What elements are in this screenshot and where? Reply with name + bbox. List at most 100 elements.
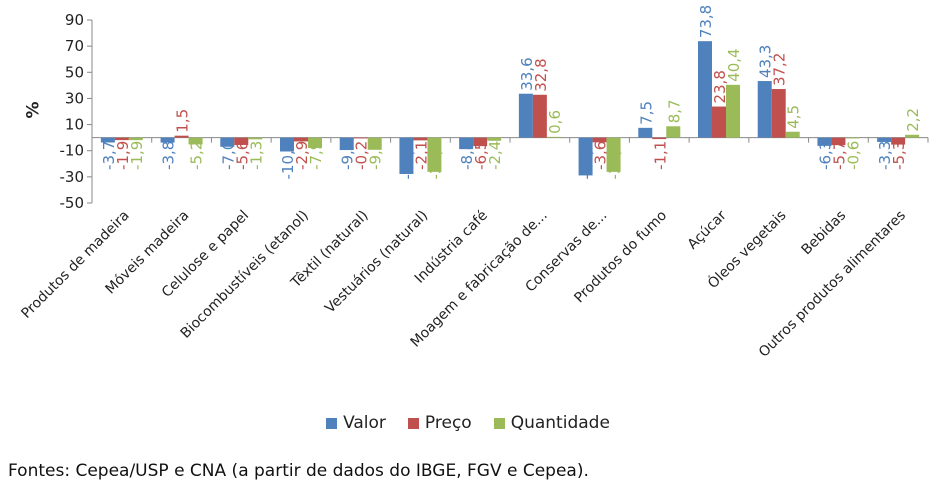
data-label: -2,4 <box>486 141 504 170</box>
legend-swatch <box>493 417 505 429</box>
data-label: -3,3 <box>876 141 894 170</box>
bar-valor <box>280 137 294 152</box>
bar-preço <box>174 135 189 138</box>
data-label: 32,8 <box>532 58 550 91</box>
bar-quantidade <box>726 84 740 138</box>
data-label: -26,2 <box>606 141 624 180</box>
data-label: 8,7 <box>665 99 683 123</box>
bar-preço <box>294 137 308 142</box>
bar-valor <box>698 41 712 138</box>
data-label: 0,6 <box>546 110 564 134</box>
bar-preço <box>532 94 547 138</box>
legend-label: Valor <box>343 413 386 433</box>
bar-preço <box>413 137 428 141</box>
bar-valor <box>757 81 772 138</box>
bar-valor <box>100 137 115 143</box>
data-label: -2,1 <box>412 141 430 170</box>
legend-item-quantidade: Quantidade <box>493 413 610 433</box>
bar-quantidade <box>367 137 382 150</box>
bar-quantidade <box>546 136 561 138</box>
data-label: -5,2 <box>188 141 206 170</box>
legend-swatch <box>407 417 419 429</box>
data-label: -0,2 <box>353 141 371 170</box>
data-label: -2,9 <box>293 141 311 170</box>
y-tick-label: -30 <box>60 168 85 186</box>
source-note: Fontes: Cepea/USP e CNA (a partir de dad… <box>8 461 589 481</box>
bar-quantidade <box>248 137 263 140</box>
y-axis-label: % <box>23 101 44 119</box>
data-label: -26,2 <box>426 141 444 180</box>
data-label: 43,3 <box>757 45 775 78</box>
bar-preço <box>712 106 726 138</box>
bar-quantidade <box>188 137 203 145</box>
data-label: 7,5 <box>637 101 655 125</box>
legend-swatch <box>326 417 338 429</box>
bar-valor <box>817 137 832 146</box>
bar-quantidade <box>487 137 502 141</box>
data-label: 33,6 <box>518 57 536 90</box>
legend: Valor Preço Quantidade <box>0 413 936 433</box>
data-label: -6,3 <box>816 141 834 170</box>
data-label: -10,6 <box>279 141 297 180</box>
data-label: -1,3 <box>247 141 265 170</box>
bar-quantidade <box>785 131 800 138</box>
data-label: -1,1 <box>651 141 669 170</box>
bar-quantidade <box>905 134 920 138</box>
bar-valor <box>638 127 653 138</box>
data-label: -0,6 <box>844 141 862 170</box>
data-label: 73,8 <box>697 5 715 38</box>
bar-quantidade <box>427 137 442 172</box>
category-label: Bebidas <box>799 208 850 259</box>
bar-preço <box>114 137 129 141</box>
bar-preço <box>473 137 488 147</box>
category-label: Açúcar <box>685 207 730 252</box>
data-label: 1,5 <box>174 109 192 133</box>
data-label: -1,9 <box>128 141 146 170</box>
data-label: -1,9 <box>114 141 132 170</box>
data-label: -8,8 <box>458 141 476 170</box>
data-label: -5,3 <box>890 141 908 170</box>
data-label: 4,5 <box>785 105 803 129</box>
data-label: -9,3 <box>367 141 385 170</box>
bar-quantidade <box>308 137 322 148</box>
y-tick-label: 50 <box>65 63 84 81</box>
bar-valor <box>160 137 175 143</box>
bar-preço <box>353 137 368 139</box>
data-label: -7,9 <box>307 141 325 170</box>
bar-valor <box>578 137 593 176</box>
bar-valor <box>518 93 533 138</box>
data-label: -6,5 <box>472 141 490 170</box>
y-tick-label: 90 <box>65 11 84 29</box>
bar-preço <box>234 137 249 145</box>
bar-chart: -50 -30 -10 10 30 50 70 90 -3,7 -3,8 -7,0 -10,6 -9,5… <box>18 5 929 361</box>
data-label: -3,6 <box>592 141 610 170</box>
data-label: 40,4 <box>725 48 743 81</box>
legend-item-preco: Preço <box>407 413 472 433</box>
bar-quantidade <box>128 137 143 141</box>
y-tick-label: 70 <box>65 37 84 55</box>
legend-label: Preço <box>424 413 472 433</box>
y-tick-label: -50 <box>60 194 85 212</box>
bar-valor <box>877 137 892 142</box>
bar-quantidade <box>666 126 681 138</box>
data-label: -27,8 <box>398 141 416 180</box>
category-label: Produtos de madeira <box>18 208 132 322</box>
bar-valor <box>339 137 354 151</box>
data-label: -3,8 <box>160 141 178 170</box>
data-label: -3,7 <box>100 141 118 170</box>
data-label: -7,0 <box>219 141 237 170</box>
bar-valor <box>459 137 474 150</box>
data-label: -5,6 <box>233 141 251 170</box>
legend-label: Quantidade <box>510 413 610 433</box>
data-label: 2,2 <box>904 108 922 132</box>
bar-preço <box>891 137 906 145</box>
bar-valor <box>220 137 235 147</box>
y-tick-label: -10 <box>60 142 85 160</box>
category-label: Vestuários (natural) <box>322 208 431 317</box>
data-label: -28,9 <box>578 141 596 180</box>
bar-quantidade <box>606 137 621 172</box>
y-tick-label: 30 <box>65 89 84 107</box>
data-label: 37,2 <box>771 53 789 86</box>
bar-preço <box>831 137 846 146</box>
bar-preço <box>771 89 786 138</box>
